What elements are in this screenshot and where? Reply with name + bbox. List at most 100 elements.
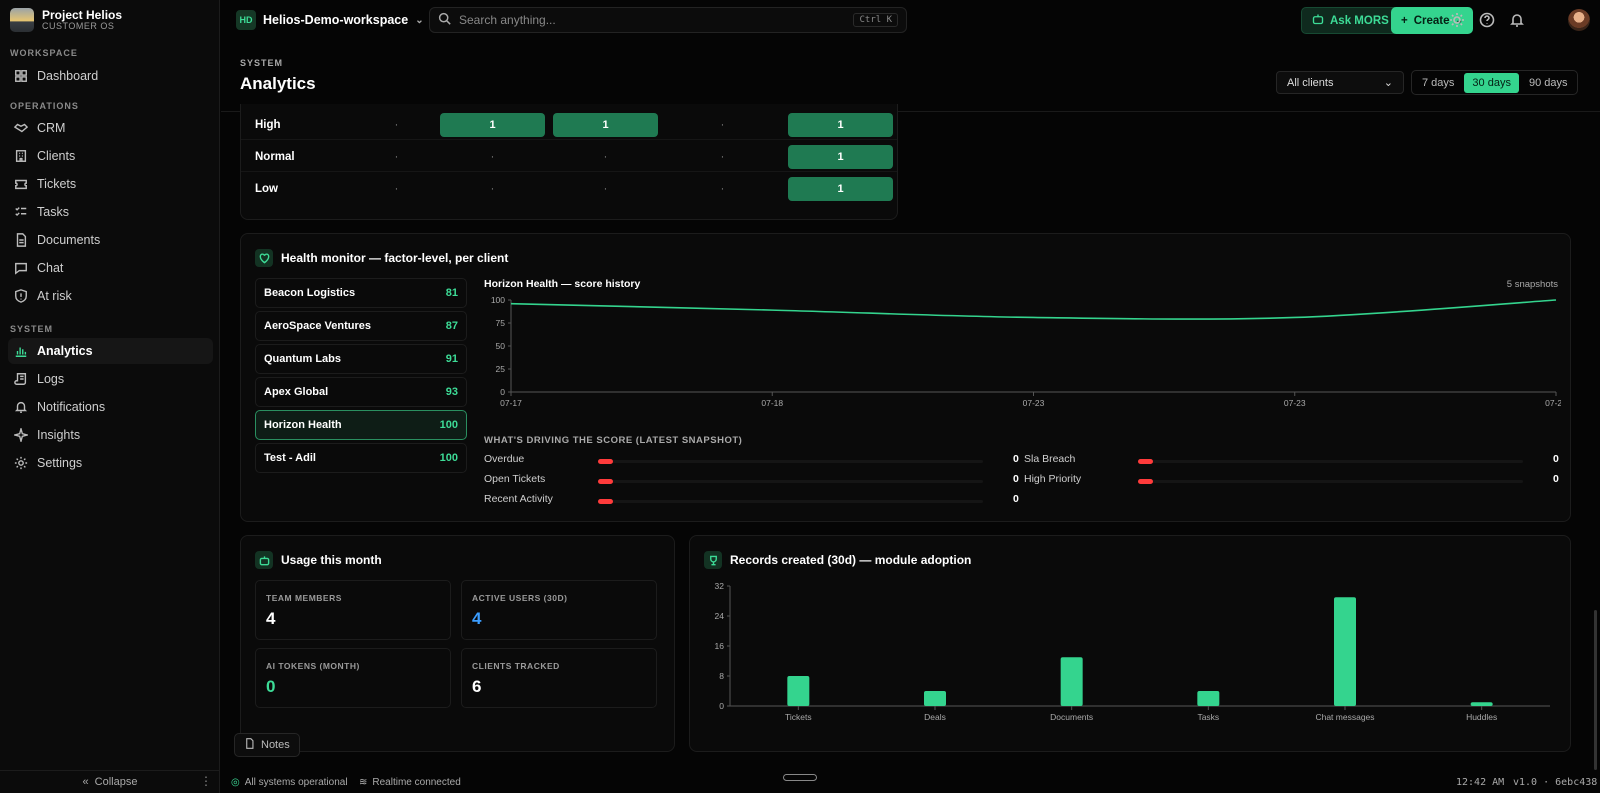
sidebar-item-insights[interactable]: Insights <box>8 422 213 448</box>
driver-bar-fill <box>598 479 613 484</box>
sidebar-item-tickets[interactable]: Tickets <box>8 171 213 197</box>
divider <box>241 171 897 172</box>
systems-status-text: All systems operational <box>244 777 348 788</box>
version: v1.0 · 6ebc438 <box>1513 777 1598 788</box>
matrix-cell[interactable]: 1 <box>788 177 893 201</box>
grid-icon <box>13 69 28 84</box>
scrollbar[interactable] <box>1594 610 1597 770</box>
sidebar-item-at-risk[interactable]: At risk <box>8 283 213 309</box>
sidebar-item-notifications[interactable]: Notifications <box>8 394 213 420</box>
brand-subtitle: CUSTOMER OS <box>42 20 115 31</box>
driver-bar <box>598 479 983 484</box>
client-score: 91 <box>445 353 458 365</box>
sidebar-item-label: Chat <box>37 261 64 275</box>
resize-handle[interactable] <box>783 774 817 781</box>
page-header: SYSTEM Analytics All clients ⌄ 7 days 30… <box>221 40 1600 112</box>
stat-clients-tracked: CLIENTS TRACKED 6 <box>461 648 657 708</box>
search-input[interactable]: Search anything... Ctrl K <box>429 7 907 33</box>
sidebar-item-label: At risk <box>37 289 72 303</box>
records-card: Records created (30d) — module adoption … <box>689 535 1571 752</box>
sidebar-item-dashboard[interactable]: Dashboard <box>8 63 213 89</box>
y-tick-label: 50 <box>496 341 506 351</box>
matrix-cell[interactable]: 1 <box>788 145 893 169</box>
wifi-icon: ≋ <box>359 777 368 788</box>
section-label-operations: OPERATIONS <box>10 101 79 111</box>
sidebar-item-documents[interactable]: Documents <box>8 227 213 253</box>
matrix-cell[interactable]: 1 <box>788 113 893 137</box>
collapse-button[interactable]: « Collapse <box>0 770 220 793</box>
workspace-badge: HD <box>236 10 256 30</box>
chevron-down-icon: ⌄ <box>415 14 424 26</box>
range-90-days[interactable]: 90 days <box>1528 76 1568 89</box>
matrix-cell: · <box>720 119 725 131</box>
bell-icon <box>13 400 28 415</box>
brand[interactable]: Project Helios CUSTOMER OS <box>10 8 122 32</box>
matrix-cell: · <box>720 183 725 195</box>
notes-button[interactable]: Notes <box>234 733 300 757</box>
driver-bar <box>1138 459 1523 464</box>
sidebar-item-settings[interactable]: Settings <box>8 450 213 476</box>
matrix-cell[interactable]: 1 <box>440 113 545 137</box>
driver-value: 0 <box>1553 473 1559 485</box>
sidebar-item-label: Tickets <box>37 177 77 191</box>
matrix-cell: · <box>394 183 399 195</box>
chat-icon <box>13 261 28 276</box>
client-name: Apex Global <box>264 386 329 398</box>
ask-mors-button[interactable]: Ask MORS <box>1301 7 1400 34</box>
y-tick-label: 32 <box>715 581 725 591</box>
range-7-days[interactable]: 7 days <box>1422 76 1455 89</box>
bell-icon[interactable] <box>1509 12 1525 28</box>
sidebar-item-logs[interactable]: Logs <box>8 366 213 392</box>
x-tick-label: 07-18 <box>761 398 783 408</box>
sidebar-item-chat[interactable]: Chat <box>8 255 213 281</box>
x-tick-label: Documents <box>1050 712 1093 722</box>
sidebar-item-label: Analytics <box>37 344 93 358</box>
x-tick-label: Chat messages <box>1315 712 1374 722</box>
avatar[interactable] <box>1568 9 1590 31</box>
drag-handle-icon[interactable]: ⋮ <box>200 774 212 788</box>
sidebar-item-label: Documents <box>37 233 101 247</box>
ticket-icon <box>13 177 28 192</box>
client-name: Horizon Health <box>264 419 342 431</box>
theme-toggle-icon[interactable] <box>1449 12 1465 28</box>
client-row[interactable]: AeroSpace Ventures 87 <box>255 311 467 341</box>
client-row[interactable]: Beacon Logistics 81 <box>255 278 467 308</box>
workspace-switcher[interactable]: HD Helios-Demo-workspace ⌄ <box>236 10 424 30</box>
matrix-cell[interactable]: 1 <box>553 113 658 137</box>
history-title: Horizon Health — score history <box>484 278 641 290</box>
search-icon <box>438 12 451 28</box>
driver-label: High Priority <box>1024 473 1082 485</box>
trophy-icon <box>704 551 722 569</box>
client-filter-select[interactable]: All clients ⌄ <box>1276 71 1404 94</box>
sidebar-item-label: Dashboard <box>37 69 99 83</box>
robot-icon <box>255 551 273 569</box>
y-tick-label: 0 <box>719 701 724 711</box>
client-row[interactable]: Test - Adil 100 <box>255 443 467 473</box>
matrix-cell: · <box>394 151 399 163</box>
client-score: 93 <box>445 386 458 398</box>
client-row-selected[interactable]: Horizon Health 100 <box>255 410 467 440</box>
y-tick-label: 75 <box>496 318 506 328</box>
stat-active-users: ACTIVE USERS (30D) 4 <box>461 580 657 640</box>
handshake-icon <box>13 121 28 136</box>
help-icon[interactable] <box>1479 12 1495 28</box>
stat-label: TEAM MEMBERS <box>266 593 342 603</box>
client-row[interactable]: Apex Global 93 <box>255 377 467 407</box>
driver-label: Overdue <box>484 453 525 465</box>
client-score: 81 <box>445 287 458 299</box>
y-tick-label: 25 <box>496 364 506 374</box>
sidebar: Project Helios CUSTOMER OS WORKSPACE OPE… <box>0 0 220 793</box>
bar-chart-icon <box>13 344 28 359</box>
chevron-down-icon: ⌄ <box>1383 77 1393 89</box>
sidebar-item-analytics[interactable]: Analytics <box>8 338 213 364</box>
topbar: HD Helios-Demo-workspace ⌄ Search anythi… <box>221 0 1600 40</box>
sidebar-item-crm[interactable]: CRM <box>8 115 213 141</box>
bar-huddles <box>1470 702 1493 706</box>
range-30-days[interactable]: 30 days <box>1464 72 1519 93</box>
usage-card: Usage this month TEAM MEMBERS 4 ACTIVE U… <box>240 535 675 752</box>
stat-ai-tokens: AI TOKENS (MONTH) 0 <box>255 648 451 708</box>
client-row[interactable]: Quantum Labs 91 <box>255 344 467 374</box>
sidebar-item-clients[interactable]: Clients <box>8 143 213 169</box>
driver-value: 0 <box>1553 453 1559 465</box>
sidebar-item-tasks[interactable]: Tasks <box>8 199 213 225</box>
